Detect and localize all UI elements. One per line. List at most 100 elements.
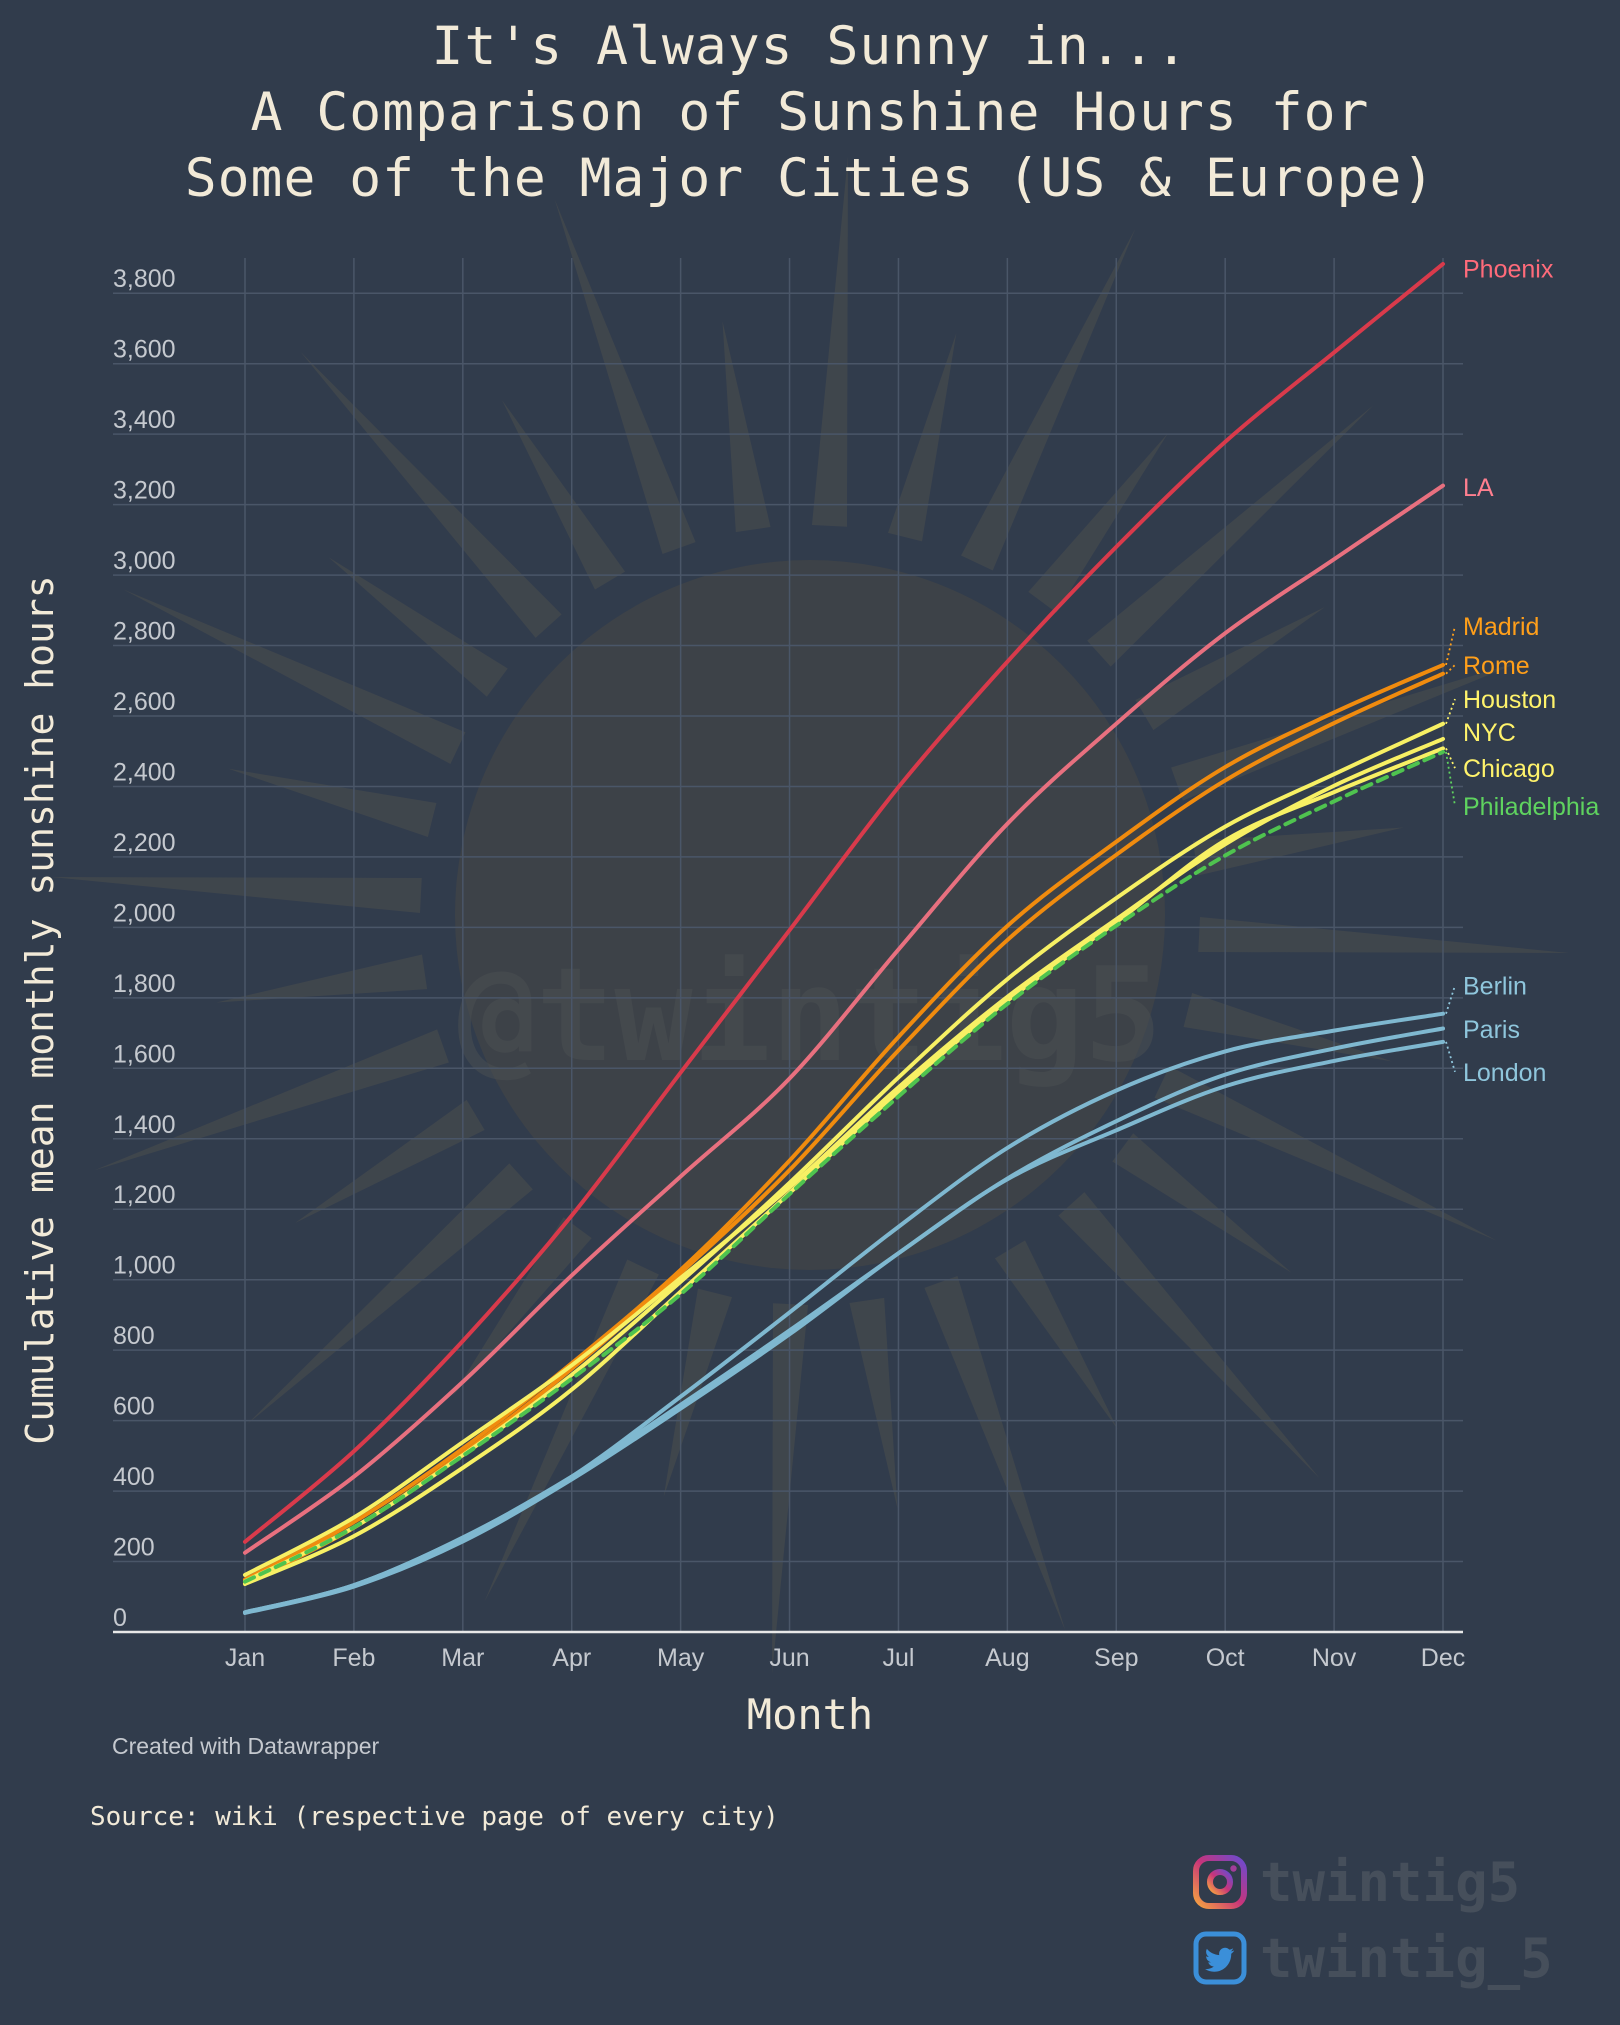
y-tick-label: 1,800 bbox=[113, 970, 176, 998]
sun-ray bbox=[924, 1276, 1066, 1631]
sun-ray bbox=[961, 228, 1136, 571]
series-label-nyc: NYC bbox=[1463, 719, 1516, 747]
sun-ray bbox=[994, 1240, 1118, 1430]
sun-ray bbox=[216, 954, 428, 1003]
series-line-nyc bbox=[243, 736, 1445, 1577]
sun-ray bbox=[502, 400, 626, 590]
series-lines bbox=[243, 261, 1445, 1615]
y-tick-label: 3,800 bbox=[113, 265, 176, 293]
title-line: Some of the Major Cities (US & Europe) bbox=[184, 148, 1436, 209]
series-line-la bbox=[243, 483, 1445, 1555]
label-leader bbox=[1445, 698, 1456, 725]
sun-ray bbox=[1154, 1066, 1497, 1241]
sun-ray bbox=[1198, 916, 1570, 953]
y-tick-label: 2,000 bbox=[113, 899, 176, 927]
sun-ray bbox=[1087, 405, 1374, 667]
series-label-la: LA bbox=[1463, 474, 1494, 502]
sun-ray bbox=[1171, 659, 1526, 801]
y-tick-label: 2,800 bbox=[113, 618, 176, 646]
x-axis-ticks: Jan Feb Mar Apr May Jun Jul Aug Sep Oct Nov Dec bbox=[225, 1644, 1465, 1672]
y-tick-label: 400 bbox=[113, 1463, 155, 1491]
sun-ray bbox=[1183, 992, 1392, 1062]
x-tick-label: Aug bbox=[985, 1644, 1029, 1672]
sun-ray bbox=[887, 333, 957, 542]
label-leader bbox=[1445, 664, 1456, 675]
x-axis-label: Month bbox=[746, 1690, 874, 1739]
title-line: A Comparison of Sunshine Hours for bbox=[250, 82, 1370, 143]
sun-ray bbox=[328, 557, 508, 697]
series-line-madrid bbox=[243, 662, 1445, 1582]
series-label-paris: Paris bbox=[1463, 1016, 1520, 1044]
sun-background bbox=[50, 155, 1570, 1675]
x-tick-label: Oct bbox=[1206, 1644, 1245, 1672]
sun-disc bbox=[455, 560, 1165, 1270]
y-tick-label: 0 bbox=[113, 1604, 127, 1632]
source-note: Source: wiki (respective page of every c… bbox=[90, 1802, 779, 1832]
y-tick-label: 3,600 bbox=[113, 336, 176, 364]
sun-ray bbox=[228, 768, 437, 838]
sun-ray bbox=[1058, 1192, 1320, 1479]
x-tick-label: Dec bbox=[1421, 1644, 1465, 1672]
series-label-rome: Rome bbox=[1463, 652, 1530, 680]
label-leader bbox=[1445, 625, 1456, 666]
series-label-madrid: Madrid bbox=[1463, 613, 1539, 641]
y-tick-label: 600 bbox=[113, 1393, 155, 1421]
x-tick-label: Jan bbox=[225, 1644, 265, 1672]
sun-ray bbox=[1028, 433, 1168, 613]
instagram-icon bbox=[1193, 1855, 1247, 1909]
sun-ray bbox=[1135, 607, 1325, 731]
sun-ray bbox=[722, 321, 771, 533]
y-tick-label: 1,000 bbox=[113, 1252, 176, 1280]
series-labels: Phoenix LA Madrid Rome Houston NYC Chicago Phil… bbox=[1445, 256, 1599, 1087]
series-line-chicago bbox=[243, 746, 1445, 1587]
x-tick-label: Mar bbox=[441, 1644, 484, 1672]
sun-ray bbox=[246, 1163, 533, 1425]
sun-ray bbox=[295, 1099, 485, 1223]
label-leader bbox=[1445, 748, 1456, 769]
y-tick-label: 1,400 bbox=[113, 1111, 176, 1139]
y-axis-ticks: 0 200 400 600 800 1,000 1,200 1,400 1,600 1,800 2,… bbox=[113, 265, 176, 1632]
series-label-london: London bbox=[1463, 1059, 1546, 1087]
series-label-phoenix: Phoenix bbox=[1463, 256, 1554, 284]
sun-ray bbox=[50, 877, 422, 914]
x-tick-label: Nov bbox=[1312, 1644, 1357, 1672]
y-tick-label: 800 bbox=[113, 1322, 155, 1350]
x-tick-label: Feb bbox=[332, 1644, 375, 1672]
series-label-houston: Houston bbox=[1463, 686, 1556, 714]
twitter-icon bbox=[1193, 1931, 1247, 1985]
y-tick-label: 1,600 bbox=[113, 1040, 176, 1068]
series-label-berlin: Berlin bbox=[1463, 973, 1527, 1001]
series-line-phoenix bbox=[243, 261, 1445, 1544]
sun-ray bbox=[1192, 827, 1404, 876]
label-leader bbox=[1445, 985, 1456, 1014]
y-tick-label: 3,200 bbox=[113, 477, 176, 505]
title-line: It's Always Sunny in... bbox=[431, 16, 1189, 77]
y-tick-label: 2,200 bbox=[113, 829, 176, 857]
sun-ray bbox=[94, 1029, 449, 1171]
instagram-handle-text: twintig5 bbox=[1260, 1851, 1521, 1914]
y-tick-label: 1,200 bbox=[113, 1181, 176, 1209]
x-tick-label: May bbox=[657, 1644, 705, 1672]
watermark: @twintig5 bbox=[458, 939, 1162, 1091]
sun-ray bbox=[1112, 1133, 1292, 1273]
y-tick-label: 3,400 bbox=[113, 406, 176, 434]
y-tick-label: 2,400 bbox=[113, 758, 176, 786]
sun-ray bbox=[452, 1217, 592, 1397]
grid bbox=[113, 258, 1463, 1634]
series-line-london bbox=[243, 1039, 1445, 1615]
y-tick-label: 200 bbox=[113, 1534, 155, 1562]
series-line-philadelphia bbox=[243, 749, 1445, 1584]
x-tick-label: Jun bbox=[769, 1644, 809, 1672]
label-leader bbox=[1445, 1041, 1456, 1073]
sun-ray bbox=[849, 1297, 898, 1509]
sun-ray bbox=[300, 351, 562, 638]
x-tick-label: Jul bbox=[882, 1644, 914, 1672]
label-leader bbox=[1445, 751, 1456, 806]
chart-title: It's Always Sunny in... A Comparison of … bbox=[0, 14, 1620, 212]
y-tick-label: 3,000 bbox=[113, 547, 176, 575]
twitter-handle-text: twintig_5 bbox=[1260, 1927, 1553, 1990]
series-label-chicago: Chicago bbox=[1463, 755, 1555, 783]
sun-ray bbox=[123, 589, 466, 764]
series-label-philadelphia: Philadelphia bbox=[1463, 793, 1599, 821]
